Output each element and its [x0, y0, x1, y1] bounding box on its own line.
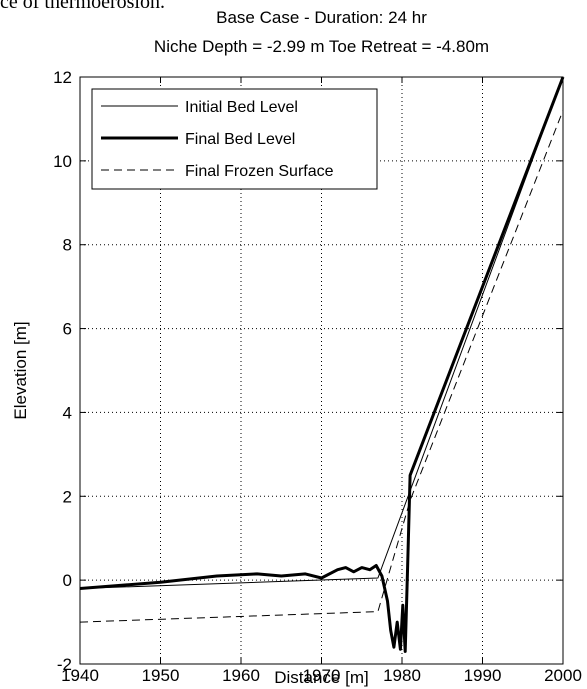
y-tick-label: 2 — [63, 487, 72, 506]
x-tick-label: 1950 — [142, 666, 180, 685]
x-tick-label: 1940 — [61, 666, 99, 685]
tick-layer: 1940 1950 1960 1970 1980 1990 2000 -2 0 2 4 6 8 10 12 — [53, 68, 582, 685]
series-layer — [79, 76, 565, 653]
x-axis-label: Distance [m] — [274, 668, 368, 687]
y-tick-label: 12 — [53, 68, 72, 87]
y-tick-label: -2 — [57, 655, 72, 674]
x-tick-label: 2000 — [544, 666, 582, 685]
series-line-2 — [79, 76, 565, 653]
y-axis-label: Elevation [m] — [11, 321, 30, 419]
series-line-1 — [79, 76, 564, 589]
y-tick-label: 8 — [63, 236, 72, 255]
series-line-3 — [79, 110, 564, 623]
x-tick-label: 1990 — [464, 666, 502, 685]
x-tick-label: 1960 — [222, 666, 260, 685]
clipped-caption-text: ce of thermoerosion. — [0, 0, 165, 13]
legend-entry-label: Initial Bed Level — [185, 99, 298, 116]
y-tick-label: 10 — [53, 152, 72, 171]
legend-entry-label: Final Bed Level — [185, 131, 295, 148]
x-tick-label: 1980 — [383, 666, 421, 685]
y-tick-label: 0 — [63, 571, 72, 590]
x-tick-label: 1970 — [303, 666, 341, 685]
chart-title-line-1: Base Case - Duration: 24 hr — [216, 8, 427, 27]
chart-title-line-2: Niche Depth = -2.99 m Toe Retreat = -4.8… — [154, 37, 489, 56]
legend: Initial Bed Level Final Bed Level Final Fr… — [91, 88, 378, 190]
legend-entry-label: Final Frozen Surface — [185, 163, 334, 180]
y-tick-label: 4 — [63, 403, 72, 422]
y-tick-label: 6 — [63, 320, 72, 339]
